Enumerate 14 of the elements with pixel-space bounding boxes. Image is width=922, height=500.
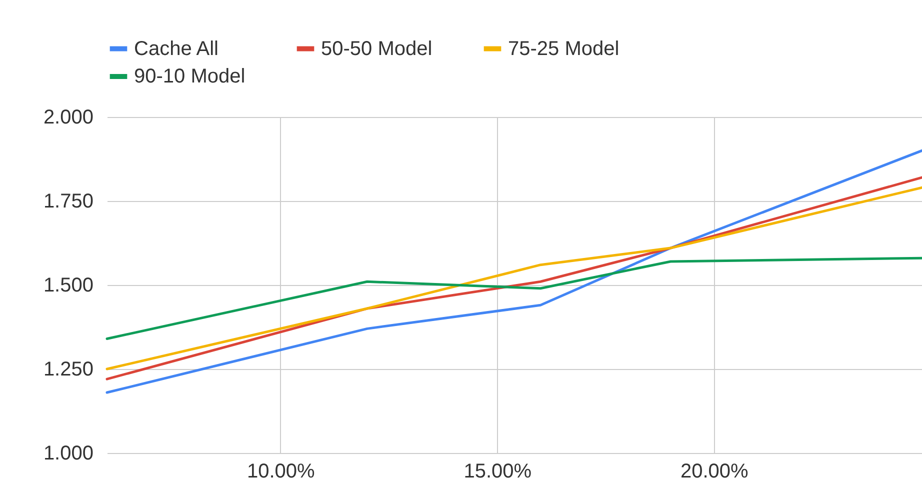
- y-tick-label: 2.000: [43, 106, 94, 128]
- line-series: [106, 149, 922, 394]
- y-tick-label: 1.500: [43, 274, 94, 296]
- x-tick-label: 15.00%: [464, 460, 532, 482]
- y-tick-label: 1.000: [43, 442, 94, 464]
- y-tick-label: 1.250: [43, 358, 94, 380]
- x-tick-label: 20.00%: [680, 460, 749, 482]
- legend-label: 90-10 Model: [134, 66, 246, 88]
- x-tick-label: 10.00%: [246, 460, 316, 482]
- legend-label: Cache All: [134, 38, 218, 60]
- line-series: [106, 256, 922, 340]
- y-tick-label: 1.750: [43, 190, 94, 212]
- legend-label: 50-50 Model: [321, 38, 432, 60]
- legend-label: 75-25 Model: [508, 38, 620, 60]
